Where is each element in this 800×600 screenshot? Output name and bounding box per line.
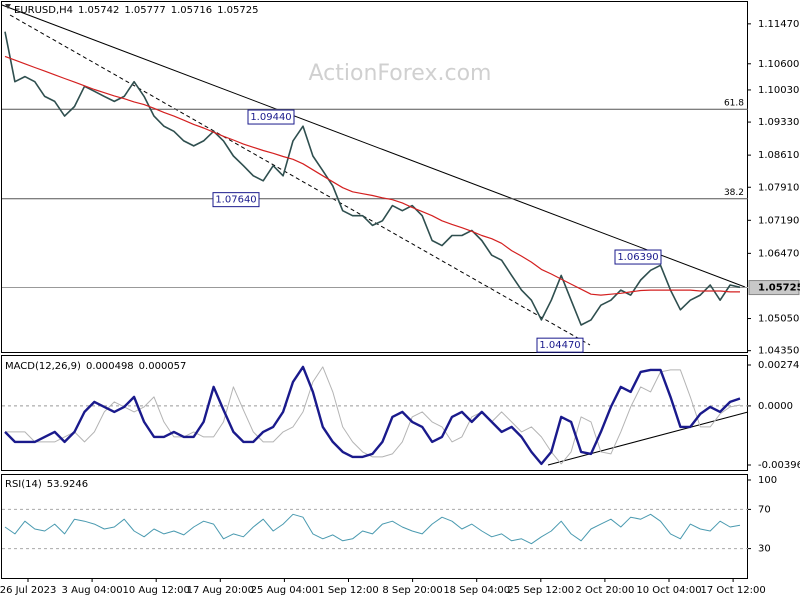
x-tick-label: 3 Aug 04:00 [62,585,123,596]
macd-panel [1,355,748,471]
x-tick-label: 1 Sep 12:00 [318,585,378,596]
panel-header: MACD(12,26,9) 0.000498 0.000057 [5,361,186,372]
current-price-label: 1.05725 [758,283,800,294]
annotation-box [536,337,584,353]
series-line [4,513,741,545]
current-price-box [748,280,800,296]
y-tick-label: 1.05050 [758,314,799,325]
y-tick-label: 1.04350 [758,346,799,357]
header-value: 1.05777 [124,5,165,16]
header-value: 0.000057 [139,361,187,372]
y-tick-label: 1.10030 [758,85,799,96]
x-tick-label: 18 Sep 04:00 [443,585,510,596]
header-title: MACD(12,26,9) [5,361,81,372]
header-value: 53.9246 [47,479,88,490]
y-tick-label: 100 [758,475,777,486]
x-tick-label: 10 Oct 04:00 [636,585,701,596]
level-label: 61.8 [724,99,744,109]
x-tick-label: 25 Sep 12:00 [507,585,574,596]
header-title: EURUSD,H4 [14,5,73,16]
watermark: ActionForex.com [309,61,492,86]
panel-header: EURUSD,H4 1.05742 1.05777 1.05716 1.05725 [14,5,258,16]
y-tick-label: 1.10600 [758,59,799,70]
symbol-icon [5,4,11,9]
x-tick-label: 17 Aug 20:00 [187,585,254,596]
x-tick-label: 10 Aug 12:00 [122,585,189,596]
trend-line [1,4,746,288]
level-label: 38.2 [724,188,744,198]
y-tick-label: 1.07190 [758,215,799,226]
y-tick-label: 1.08610 [758,150,799,161]
y-tick-label: 0.002747 [758,360,800,371]
header-value: 0.000498 [86,361,134,372]
header-value: 1.05725 [217,5,258,16]
annotation-label: 1.07640 [215,195,256,206]
header-title: RSI(14) [5,479,42,490]
price-panel [1,1,748,353]
series-line [4,55,740,296]
x-tick-label: 17 Oct 12:00 [700,585,765,596]
annotation-label: 1.04470 [539,340,580,351]
y-tick-label: 0.0000 [758,401,793,412]
x-tick-label: 8 Sep 20:00 [382,585,442,596]
y-tick-label: 1.11470 [758,19,799,30]
header-value: 1.05716 [171,5,212,16]
y-tick-label: 1.09330 [758,117,799,128]
series-line [5,366,741,465]
y-tick-label: 30 [758,544,771,555]
channel-line [9,14,591,346]
annotation-box [614,249,662,265]
panel-borders [1,1,748,579]
x-tick-label: 25 Aug 04:00 [251,585,318,596]
rsi-panel [1,474,748,579]
y-tick-label: 70 [758,504,771,515]
annotation-box [212,192,260,208]
annotation-label: 1.06390 [617,252,658,263]
y-tick-label: 1.07910 [758,182,799,193]
panel-header: RSI(14) 53.9246 [5,479,88,490]
y-tick-label: 1.06470 [758,248,799,259]
x-tick-label: 26 Jul 2023 [0,585,56,596]
y-tick-label: -0.003966 [758,460,800,471]
header-value: 1.05742 [78,5,119,16]
annotation-box [247,109,295,125]
annotation-label: 1.09440 [250,112,291,123]
series-line [4,365,741,466]
x-tick-label: 2 Oct 20:00 [575,585,634,596]
